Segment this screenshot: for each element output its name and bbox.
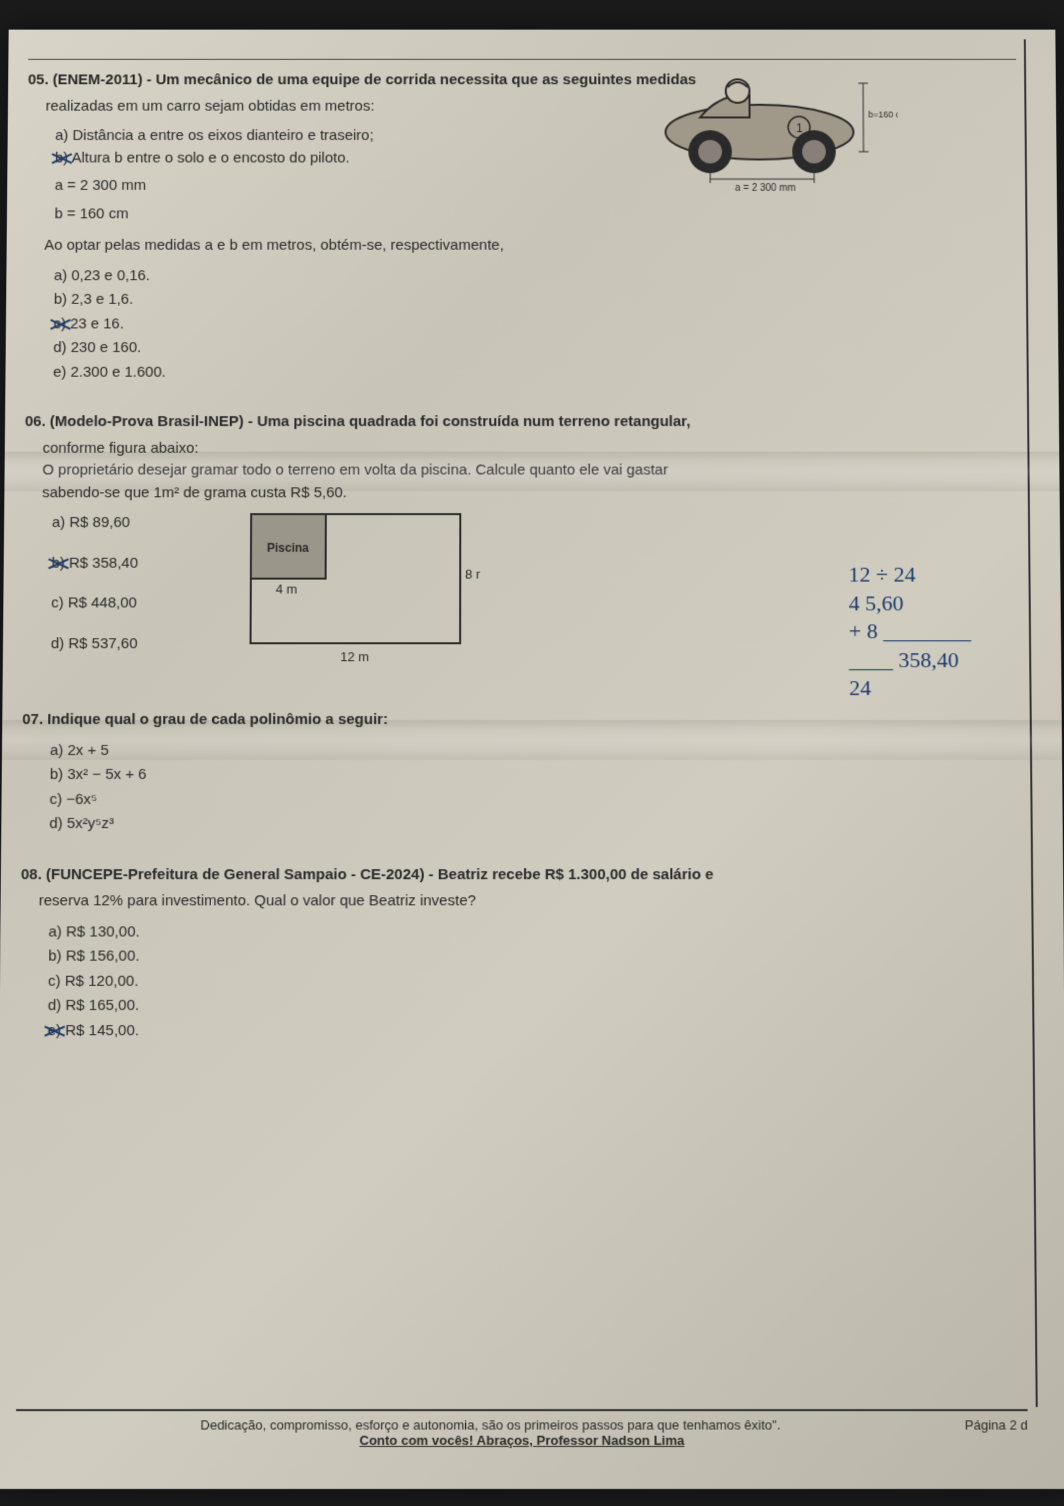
q05-opt-c-text: 23 e 16. xyxy=(66,315,124,332)
question-07: 07. Indique qual o grau de cada polinômi… xyxy=(21,709,1022,836)
car-diagram: 1 a = 2 300 mm b=160 cm xyxy=(641,54,899,191)
right-margin-line xyxy=(1024,39,1038,1407)
q05-prompt: Ao optar pelas medidas a e b em metros, … xyxy=(44,235,1018,257)
q08-opt-c: c) R$ 120,00. xyxy=(48,970,1024,993)
q05-val-b: b = 160 cm xyxy=(54,203,1017,225)
svg-text:12 m: 12 m xyxy=(340,649,369,664)
q05-sub-b-text: Altura b entre o solo e o encosto do pil… xyxy=(71,149,349,166)
q06-opt-a: a) R$ 89,60 xyxy=(52,512,192,534)
q05-opt-c: c) 23 e 16. xyxy=(53,313,1018,335)
q08-opt-b: b) R$ 156,00. xyxy=(48,946,1024,969)
q07-opt-d: d) 5x²y⁵z³ xyxy=(49,813,1022,836)
q07-options: a) 2x + 5 b) 3x² − 5x + 6 c) −6x⁵ d) 5x²… xyxy=(49,740,1022,836)
handwritten-x-mark: e) xyxy=(48,1022,62,1039)
q05-options: a) 0,23 e 0,16. b) 2,3 e 1,6. c) 23 e 16… xyxy=(53,265,1019,384)
footer-line1: Dedicação, compromisso, esforço e autono… xyxy=(200,1417,780,1432)
q06-header: 06. (Modelo-Prova Brasil-INEP) - Uma pis… xyxy=(25,413,691,430)
q08-options: a) R$ 130,00. b) R$ 156,00. c) R$ 120,00… xyxy=(48,921,1025,1042)
q07-opt-c: c) −6x⁵ xyxy=(49,789,1022,812)
question-06: 06. (Modelo-Prova Brasil-INEP) - Uma pis… xyxy=(23,411,1022,681)
q08-line2: reserva 12% para investimento. Qual o va… xyxy=(39,890,1024,913)
question-08: 08. (FUNCEPE-Prefeitura de General Sampa… xyxy=(19,864,1024,1043)
svg-text:b=160 cm: b=160 cm xyxy=(868,110,898,120)
q06-opt-b: b) R$ 358,40 xyxy=(51,552,191,574)
q06-line3: O proprietário desejar gramar todo o ter… xyxy=(42,460,1019,482)
worksheet-page: 05. (ENEM-2011) - Um mecânico de uma equ… xyxy=(0,30,1064,1489)
q08-opt-e: e) R$ 145,00. xyxy=(48,1020,1025,1043)
footer-line2: Conto com vocês! Abraços, Professor Nads… xyxy=(359,1433,684,1448)
hw-l5: 24 xyxy=(849,675,971,704)
svg-text:Piscina: Piscina xyxy=(267,541,309,555)
svg-text:8 m: 8 m xyxy=(465,567,480,582)
q08-opt-d: d) R$ 165,00. xyxy=(48,995,1025,1018)
hw-l2: 4 5,60 xyxy=(849,589,971,617)
q06-opt-b-text: R$ 358,40 xyxy=(69,554,138,571)
handwritten-x-mark: b) xyxy=(55,149,68,166)
q05-header: 05. (ENEM-2011) - Um mecânico de uma equ… xyxy=(28,72,696,89)
handwritten-mark: c) xyxy=(54,315,67,332)
q06-opt-d: d) R$ 537,60 xyxy=(51,633,191,655)
q07-opt-b: b) 3x² − 5x + 6 xyxy=(50,764,1023,787)
q06-line2: conforme figura abaixo: xyxy=(42,437,1019,459)
svg-text:a = 2 300 mm: a = 2 300 mm xyxy=(735,183,796,191)
q05-opt-d: d) 230 e 160. xyxy=(53,337,1018,359)
q08-opt-a: a) R$ 130,00. xyxy=(48,921,1023,944)
q06-line4: sabendo-se que 1m² de grama custa R$ 5,6… xyxy=(42,482,1020,504)
q08-opt-e-text: R$ 145,00. xyxy=(65,1022,139,1039)
page-footer: Página 2 d Dedicação, compromisso, esfor… xyxy=(16,1409,1028,1448)
q08-header: 08. (FUNCEPE-Prefeitura de General Sampa… xyxy=(21,866,714,883)
page-number: Página 2 d xyxy=(965,1417,1028,1432)
q05-opt-b: b) 2,3 e 1,6. xyxy=(54,289,1019,311)
hw-l4: ____ 358,40 xyxy=(849,646,971,674)
q07-header: 07. Indique qual o grau de cada polinômi… xyxy=(22,711,388,728)
pool-diagram: Piscina 4 m 8 m 12 m xyxy=(240,504,480,681)
q06-options: a) R$ 89,60 b) R$ 358,40 c) R$ 448,00 d)… xyxy=(51,512,192,657)
svg-text:4 m: 4 m xyxy=(276,582,298,597)
q06-opt-c: c) R$ 448,00 xyxy=(51,593,191,615)
svg-text:1: 1 xyxy=(796,121,803,135)
q05-opt-e: e) 2.300 e 1.600. xyxy=(53,361,1019,383)
question-05: 05. (ENEM-2011) - Um mecânico de uma equ… xyxy=(25,70,1019,384)
q05-opt-a: a) 0,23 e 0,16. xyxy=(54,265,1018,287)
hw-l3: + 8 ________ xyxy=(849,618,971,646)
hw-l1: 12 ÷ 24 xyxy=(849,561,971,589)
handwritten-calculation: 12 ÷ 24 4 5,60 + 8 ________ ____ 358,40 … xyxy=(849,561,972,703)
handwritten-x-mark: b) xyxy=(52,554,65,571)
q07-opt-a: a) 2x + 5 xyxy=(50,740,1022,762)
